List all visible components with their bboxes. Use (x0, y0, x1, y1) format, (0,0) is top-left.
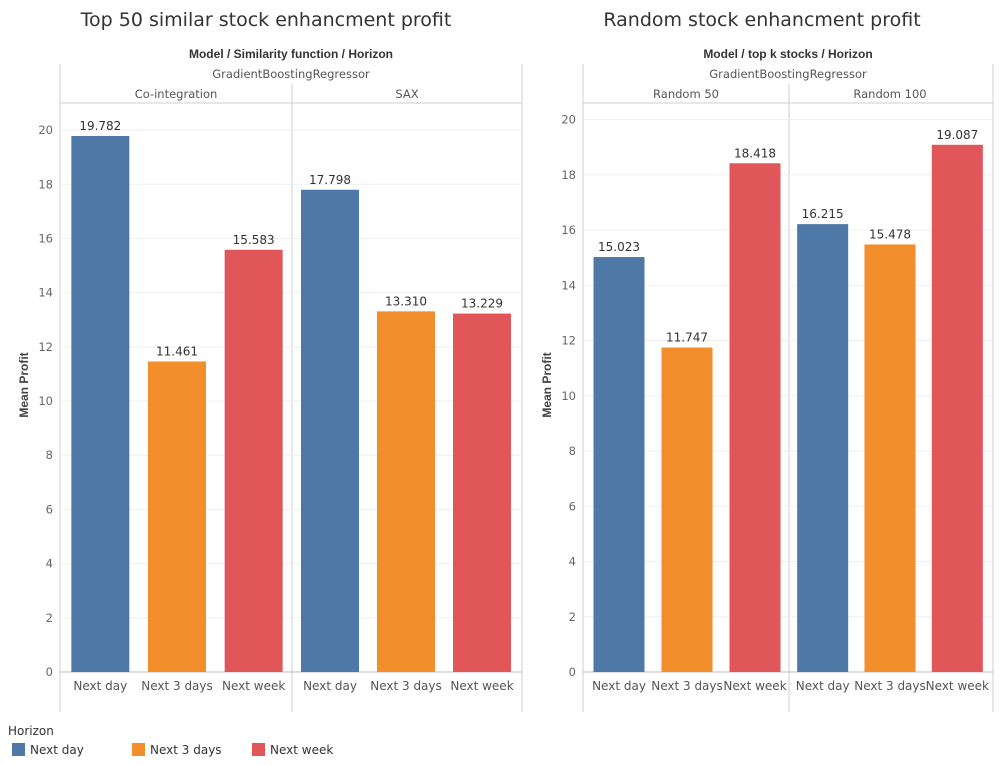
chart2-x-tick-label: Next day (592, 679, 646, 693)
chart2-value-label: 16.215 (802, 207, 844, 221)
chart1-y-tick-label: 20 (38, 123, 53, 137)
chart2-x-tick-label: Next day (796, 679, 850, 693)
chart2-title: Random stock enhancment profit (603, 9, 920, 31)
chart1-bar-co-integration-next-week (224, 249, 283, 672)
chart1-group-label-2: SAX (395, 87, 418, 101)
chart2-value-label: 15.478 (869, 227, 911, 241)
chart2-x-tick-label: Next week (926, 679, 989, 693)
chart1-value-label: 17.798 (309, 173, 351, 187)
chart1-x-tick-label: Next 3 days (141, 679, 213, 693)
chart2-x-tick-label: Next 3 days (854, 679, 926, 693)
legend: Horizon Next day Next 3 days Next week (8, 724, 333, 757)
chart1-value-label: 19.782 (79, 119, 121, 133)
chart1-bar-sax-next-day (301, 189, 359, 672)
chart2-y-tick-label: 14 (561, 278, 576, 292)
chart2-y-tick-label: 12 (561, 334, 576, 348)
chart2-value-label: 15.023 (598, 240, 640, 254)
chart2-group-label-1: Random 50 (653, 87, 719, 101)
chart1-y-tick-label: 16 (38, 231, 53, 245)
chart1-value-label: 15.583 (233, 233, 275, 247)
chart2-header: Model / top k stocks / Horizon (703, 47, 872, 61)
chart1-y-tick-label: 2 (46, 611, 53, 625)
chart1-header: Model / Similarity function / Horizon (189, 47, 393, 61)
chart2-value-label: 19.087 (936, 128, 978, 142)
chart1-x-tick-label: Next week (450, 679, 513, 693)
chart1-bar-co-integration-next-3-days (148, 361, 206, 672)
chart2-bar-random-100-next-day (797, 224, 849, 672)
chart1-y-tick-label: 8 (46, 448, 53, 462)
chart2-y-tick-label: 10 (561, 389, 576, 403)
chart2-bar-random-50-next-day (593, 257, 645, 672)
chart1-y-tick-label: 0 (46, 665, 53, 679)
legend-swatch-next-3-days (132, 743, 145, 756)
chart2-value-label: 11.747 (666, 331, 708, 345)
chart1-model-label: GradientBoostingRegressor (212, 67, 370, 81)
chart1-value-label: 13.310 (385, 294, 427, 308)
chart1-title: Top 50 similar stock enhancment profit (80, 9, 452, 31)
legend-title: Horizon (8, 724, 54, 738)
chart2-y-tick-label: 6 (569, 499, 576, 513)
chart1-y-tick-label: 4 (46, 557, 53, 571)
chart1-bar-sax-next-3-days (377, 311, 435, 672)
chart2-bar-random-50-next-week (729, 163, 781, 672)
chart2-y-tick-label: 4 (569, 555, 576, 569)
chart2-value-label: 18.418 (734, 146, 776, 160)
chart2-bar-random-100-next-week (931, 144, 983, 672)
chart2-group-label-2: Random 100 (853, 87, 926, 101)
chart2-y-tick-label: 8 (569, 444, 576, 458)
chart1-x-tick-label: Next week (222, 679, 285, 693)
chart2-bar-random-50-next-3-days (661, 347, 713, 672)
legend-swatch-next-day (12, 743, 25, 756)
chart1-x-tick-label: Next day (73, 679, 127, 693)
chart1-y-tick-label: 12 (38, 340, 53, 354)
chart2-y-tick-label: 2 (569, 610, 576, 624)
chart2-y-tick-label: 20 (561, 113, 576, 127)
legend-swatch-next-week (252, 743, 265, 756)
chart2-y-tick-label: 0 (569, 665, 576, 679)
chart2-x-tick-label: Next 3 days (651, 679, 723, 693)
chart1-group-label-1: Co-integration (135, 87, 218, 101)
chart1-value-label: 11.461 (156, 344, 198, 358)
chart1-y-tick-label: 14 (38, 286, 53, 300)
chart2-x-tick-label: Next week (723, 679, 786, 693)
legend-label-next-week: Next week (270, 743, 333, 757)
chart2-y-axis-label: Mean Profit (540, 352, 554, 417)
chart1-y-tick-label: 18 (38, 177, 53, 191)
chart1-bar-sax-next-week (453, 313, 511, 672)
chart2-bar-random-100-next-3-days (864, 244, 916, 672)
chart1-x-tick-label: Next day (303, 679, 357, 693)
legend-label-next-3-days: Next 3 days (150, 743, 222, 757)
chart1-bar-co-integration-next-day (71, 136, 130, 672)
chart2-y-tick-label: 16 (561, 223, 576, 237)
chart1-y-tick-label: 10 (38, 394, 53, 408)
chart2-y-tick-label: 18 (561, 168, 576, 182)
chart1-value-label: 13.229 (461, 297, 503, 311)
chart1-y-axis-label: Mean Profit (17, 352, 31, 417)
chart1-x-tick-label: Next 3 days (370, 679, 442, 693)
chart1-y-tick-label: 6 (46, 502, 53, 516)
chart2-model-label: GradientBoostingRegressor (709, 67, 867, 81)
legend-label-next-day: Next day (30, 743, 84, 757)
